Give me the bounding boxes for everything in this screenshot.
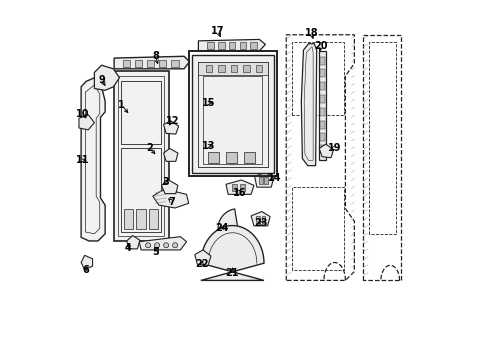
Text: 6: 6 (82, 265, 89, 275)
Bar (190, 51, 277, 176)
Polygon shape (201, 226, 264, 280)
Text: 7: 7 (168, 197, 175, 207)
Polygon shape (218, 65, 224, 72)
Polygon shape (164, 121, 179, 134)
Polygon shape (114, 71, 169, 241)
Polygon shape (218, 209, 238, 228)
Polygon shape (123, 59, 130, 67)
Polygon shape (319, 121, 324, 129)
Text: 8: 8 (152, 51, 159, 61)
Text: 23: 23 (254, 218, 268, 228)
Text: 3: 3 (163, 177, 170, 187)
Polygon shape (231, 65, 237, 72)
Text: 9: 9 (98, 75, 105, 85)
Polygon shape (192, 55, 274, 173)
Polygon shape (124, 209, 133, 229)
Polygon shape (79, 115, 95, 130)
Polygon shape (244, 152, 255, 163)
Polygon shape (243, 65, 250, 72)
Polygon shape (232, 184, 238, 192)
Polygon shape (259, 177, 263, 184)
Polygon shape (208, 152, 219, 163)
Text: 24: 24 (216, 224, 229, 233)
Polygon shape (251, 212, 270, 226)
Circle shape (146, 243, 150, 247)
Polygon shape (172, 59, 179, 67)
Polygon shape (195, 250, 211, 265)
Text: 4: 4 (124, 243, 131, 253)
Polygon shape (229, 42, 235, 49)
Polygon shape (198, 40, 266, 51)
Text: 14: 14 (268, 173, 282, 183)
Polygon shape (161, 180, 178, 194)
Polygon shape (126, 235, 140, 249)
Polygon shape (319, 145, 324, 153)
Polygon shape (240, 184, 245, 192)
Polygon shape (240, 42, 246, 49)
Polygon shape (319, 108, 324, 116)
Polygon shape (319, 82, 324, 90)
Text: 16: 16 (233, 188, 246, 198)
Polygon shape (255, 172, 274, 187)
Circle shape (173, 243, 177, 247)
Text: 12: 12 (166, 116, 179, 126)
Circle shape (155, 243, 159, 247)
Circle shape (173, 244, 176, 247)
Text: 5: 5 (152, 247, 159, 257)
Polygon shape (319, 144, 334, 158)
Text: 2: 2 (147, 143, 153, 153)
Polygon shape (159, 59, 167, 67)
Polygon shape (262, 216, 266, 223)
Polygon shape (114, 56, 190, 69)
Text: 20: 20 (315, 41, 328, 50)
Polygon shape (319, 57, 324, 64)
Polygon shape (256, 65, 262, 72)
Polygon shape (226, 152, 237, 163)
Polygon shape (301, 44, 317, 166)
Text: 18: 18 (304, 28, 318, 38)
Text: 10: 10 (76, 109, 89, 119)
Polygon shape (95, 65, 120, 90)
Text: 13: 13 (202, 141, 216, 151)
Polygon shape (319, 134, 324, 141)
Polygon shape (81, 78, 105, 241)
Text: 22: 22 (195, 259, 209, 269)
Text: 15: 15 (202, 98, 216, 108)
Text: 1: 1 (118, 100, 124, 110)
Polygon shape (148, 209, 158, 229)
Polygon shape (250, 42, 257, 49)
Circle shape (164, 243, 168, 247)
Polygon shape (198, 62, 268, 75)
Circle shape (156, 244, 159, 247)
Polygon shape (319, 95, 324, 103)
Polygon shape (136, 209, 146, 229)
Text: 11: 11 (76, 155, 89, 165)
Polygon shape (218, 42, 224, 49)
Polygon shape (164, 148, 178, 161)
Polygon shape (207, 42, 214, 49)
Polygon shape (256, 216, 260, 223)
Polygon shape (147, 59, 154, 67)
Circle shape (165, 244, 168, 247)
Polygon shape (153, 189, 189, 208)
Polygon shape (264, 177, 268, 184)
Polygon shape (81, 255, 93, 270)
Text: 17: 17 (211, 26, 225, 36)
Polygon shape (319, 69, 324, 77)
Circle shape (147, 244, 149, 247)
Polygon shape (205, 65, 212, 72)
Text: 19: 19 (328, 143, 342, 153)
Polygon shape (135, 59, 142, 67)
Polygon shape (318, 51, 326, 160)
Text: 21: 21 (226, 268, 239, 278)
Polygon shape (139, 237, 187, 250)
Polygon shape (226, 180, 254, 194)
